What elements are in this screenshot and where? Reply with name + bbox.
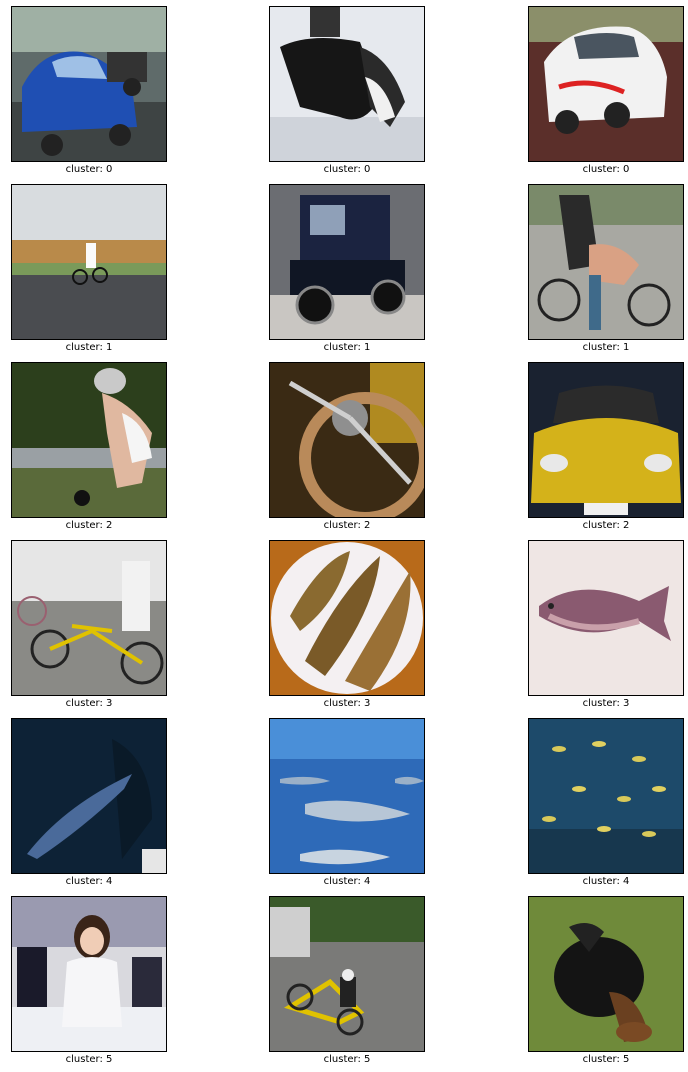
photo-blue-car <box>11 6 167 162</box>
photo-fish <box>528 540 684 696</box>
grid-cell-3: cluster: 1 <box>11 184 167 356</box>
cluster-caption: cluster: 4 <box>582 876 630 887</box>
cluster-caption: cluster: 3 <box>582 698 630 709</box>
photo-shark-dark <box>11 718 167 874</box>
cluster-caption: cluster: 4 <box>65 876 113 887</box>
grid-cell-9: cluster: 3 <box>11 540 167 712</box>
cluster-caption: cluster: 0 <box>65 164 113 175</box>
grid-cell-1: cluster: 0 <box>269 6 425 178</box>
grid-cell-0: cluster: 0 <box>11 6 167 178</box>
cluster-caption: cluster: 2 <box>65 520 113 531</box>
grid-cell-16: cluster: 5 <box>269 896 425 1068</box>
grid-cell-17: cluster: 5 <box>528 896 684 1068</box>
photo-yellow-sports-car <box>528 362 684 518</box>
grid-cell-13: cluster: 4 <box>269 718 425 890</box>
grid-cell-2: cluster: 0 <box>528 6 684 178</box>
photo-sharks-blue <box>269 718 425 874</box>
photo-woman-expo <box>11 896 167 1052</box>
cluster-caption: cluster: 3 <box>323 698 371 709</box>
photo-white-car <box>528 6 684 162</box>
grid-cell-11: cluster: 3 <box>528 540 684 712</box>
photo-cyclist-helmet <box>11 362 167 518</box>
photo-grilled-fish <box>269 540 425 696</box>
cluster-caption: cluster: 1 <box>323 342 371 353</box>
photo-vintage-car <box>269 184 425 340</box>
grid-cell-15: cluster: 5 <box>11 896 167 1068</box>
grid-cell-14: cluster: 4 <box>528 718 684 890</box>
grid-cell-12: cluster: 4 <box>11 718 167 890</box>
photo-bicycle-riders <box>528 184 684 340</box>
grid-cell-4: cluster: 1 <box>269 184 425 356</box>
grid-cell-8: cluster: 2 <box>528 362 684 534</box>
photo-tandem-bicycle <box>11 540 167 696</box>
cluster-caption: cluster: 5 <box>582 1054 630 1065</box>
grid-cell-5: cluster: 1 <box>528 184 684 356</box>
grid-cell-6: cluster: 2 <box>11 362 167 534</box>
cluster-caption: cluster: 0 <box>582 164 630 175</box>
photo-recumbent-bike <box>269 896 425 1052</box>
cluster-caption: cluster: 5 <box>323 1054 371 1065</box>
cluster-caption: cluster: 5 <box>65 1054 113 1065</box>
cluster-caption: cluster: 0 <box>323 164 371 175</box>
cluster-caption: cluster: 4 <box>323 876 371 887</box>
cluster-caption: cluster: 2 <box>582 520 630 531</box>
cluster-caption: cluster: 2 <box>323 520 371 531</box>
cluster-caption: cluster: 1 <box>65 342 113 353</box>
cluster-caption: cluster: 3 <box>65 698 113 709</box>
photo-steering-wheel <box>269 362 425 518</box>
cluster-caption: cluster: 1 <box>582 342 630 353</box>
photo-cyclist-road <box>11 184 167 340</box>
photo-fish-school <box>528 718 684 874</box>
photo-husky <box>269 6 425 162</box>
photo-puppy <box>528 896 684 1052</box>
grid-cell-10: cluster: 3 <box>269 540 425 712</box>
grid-cell-7: cluster: 2 <box>269 362 425 534</box>
